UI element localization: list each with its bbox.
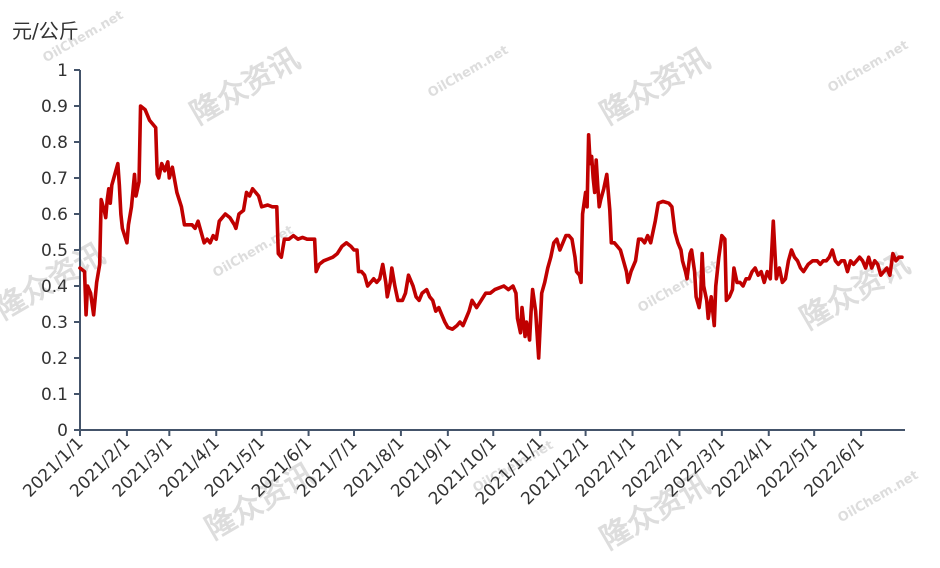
y-tick-label: 0.2 bbox=[41, 349, 68, 369]
watermark-text-en: OilChem.net bbox=[425, 43, 511, 101]
x-axis-ticks: 2021/1/12021/2/12021/3/12021/4/12021/5/1… bbox=[19, 430, 869, 509]
watermark-text-en: OilChem.net bbox=[835, 468, 921, 526]
series-line bbox=[78, 104, 904, 360]
y-tick-label: 0.4 bbox=[41, 277, 68, 297]
y-tick-label: 0 bbox=[57, 421, 68, 441]
y-tick-label: 0.3 bbox=[41, 313, 68, 333]
watermark-text-cn: 隆众资讯 bbox=[185, 42, 306, 132]
y-axis-unit-label: 元/公斤 bbox=[12, 19, 79, 43]
y-tick-label: 1 bbox=[57, 61, 68, 81]
y-tick-label: 0.9 bbox=[41, 97, 68, 117]
series-layer bbox=[78, 104, 904, 360]
y-tick-label: 0.6 bbox=[41, 205, 68, 225]
y-axis-ticks: 0 0.1 0.2 0.3 0.4 0.5 0.6 0.7 0.8 0.9 1 bbox=[41, 61, 80, 441]
watermark-text-cn: 隆众资讯 bbox=[595, 42, 716, 132]
watermark-text-cn: 隆众资讯 bbox=[595, 467, 716, 557]
y-tick-label: 0.7 bbox=[41, 169, 68, 189]
y-tick-label: 0.8 bbox=[41, 133, 68, 153]
y-tick-label: 0.1 bbox=[41, 385, 68, 405]
watermark-text-en: OilChem.net bbox=[825, 38, 911, 96]
y-tick-label: 0.5 bbox=[41, 241, 68, 261]
axes bbox=[79, 70, 905, 431]
